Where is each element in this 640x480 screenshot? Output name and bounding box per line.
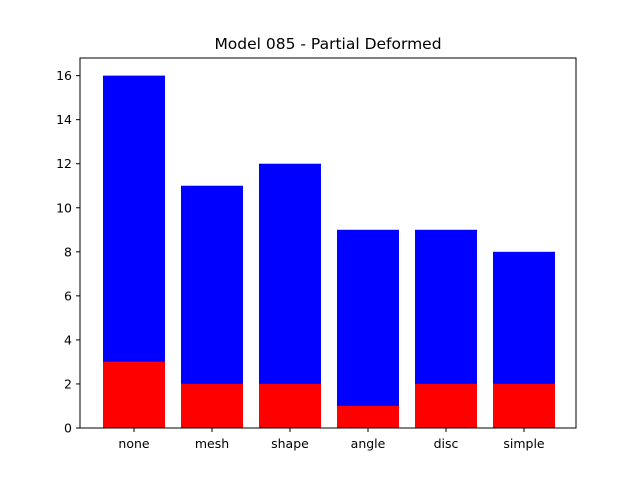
y-tick-label: 8: [64, 244, 72, 259]
plot-frame: [79, 57, 577, 429]
x-tick-label: none: [118, 436, 149, 451]
bar-mesh-segment-2: [181, 185, 243, 384]
x-tick-label: simple: [503, 436, 545, 451]
y-tick-label: 6: [64, 288, 72, 303]
y-tick-label: 14: [56, 112, 72, 127]
y-axis: 0 2 4 6 8 10 12 14 16: [56, 68, 80, 436]
y-tick-label: 2: [64, 376, 72, 391]
bar-disc-segment-2: [415, 229, 477, 384]
bar-angle-segment-1: [337, 405, 399, 428]
x-tick-label: angle: [351, 436, 386, 451]
bar-simple-segment-2: [493, 251, 555, 384]
x-tick-label: disc: [434, 436, 459, 451]
x-tick-label: mesh: [195, 436, 229, 451]
y-tick-label: 10: [56, 200, 72, 215]
chart-title: Model 085 - Partial Deformed: [214, 35, 441, 53]
y-tick-label: 12: [56, 156, 72, 171]
bar-disc-segment-1: [415, 383, 477, 428]
y-tick-label: 0: [64, 421, 72, 436]
bar-angle-segment-2: [337, 229, 399, 406]
bar-shape-segment-1: [259, 383, 321, 428]
bar-simple-segment-1: [493, 383, 555, 428]
bar-none-segment-2: [103, 75, 165, 362]
x-tick-label: shape: [271, 436, 309, 451]
x-axis: none mesh shape angle disc simple: [118, 428, 545, 451]
bar-none-segment-1: [103, 361, 165, 428]
bar-mesh-segment-1: [181, 383, 243, 428]
bar-shape-segment-2: [259, 163, 321, 384]
bars-group: [103, 75, 555, 428]
y-tick-label: 4: [64, 332, 72, 347]
y-tick-label: 16: [56, 68, 72, 83]
